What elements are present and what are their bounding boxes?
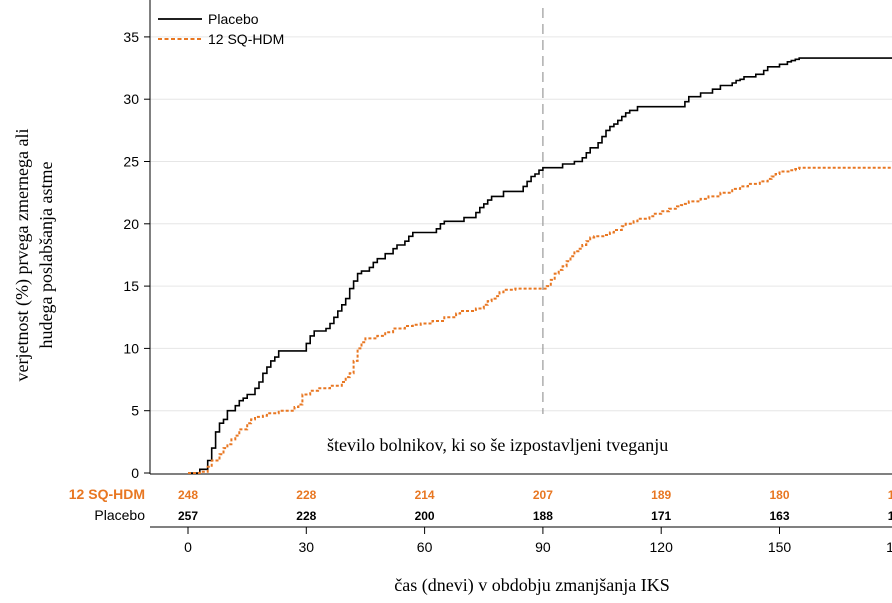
x-tick-label-60: 60 — [417, 539, 433, 555]
risk-value-0-3: 207 — [533, 488, 553, 502]
x-tick-label-180: 180 — [886, 539, 892, 555]
y-tick-label-5: 5 — [131, 403, 139, 419]
risk-row-label-1: Placebo — [94, 507, 145, 523]
risk-value-1-6: 109 — [888, 509, 892, 523]
risk-value-0-1: 228 — [296, 488, 316, 502]
x-tick-label-120: 120 — [650, 539, 674, 555]
risk-value-0-4: 189 — [651, 488, 671, 502]
series-line-sq-hdm — [188, 166, 892, 474]
gridlines — [150, 36, 892, 412]
y-axis: 0 5 10 15 20 25 30 35 — [123, 29, 150, 481]
risk-row-label-0: 12 SQ-HDM — [69, 486, 145, 502]
legend: Placebo 12 SQ-HDM — [158, 11, 284, 47]
y-tick-label-35: 35 — [123, 29, 139, 45]
y-axis-title-line1: verjetnost (%) prvega zmernega ali — [12, 129, 33, 382]
risk-value-1-0: 257 — [178, 509, 198, 523]
x-tick-label-30: 30 — [299, 539, 315, 555]
risk-table: 12 SQ-HDM 248 228 214 207 189 180 121 Placebo 257… — [69, 486, 892, 523]
legend-label-1: 12 SQ-HDM — [208, 31, 284, 47]
y-tick-label-25: 25 — [123, 154, 139, 170]
series-line-placebo — [188, 57, 892, 474]
y-tick-label-30: 30 — [123, 91, 139, 107]
x-tick-label-0: 0 — [184, 539, 192, 555]
plot-frame — [149, 0, 892, 475]
risk-value-1-4: 171 — [651, 509, 671, 523]
risk-value-0-5: 180 — [769, 488, 789, 502]
series-layer — [188, 57, 892, 474]
risk-value-0-0: 248 — [178, 488, 198, 502]
y-axis-title-line2: hudega poslabšanja astme — [36, 162, 56, 349]
risk-value-1-3: 188 — [533, 509, 553, 523]
y-tick-label-15: 15 — [123, 278, 139, 294]
x-axis-title: čas (dnevi) v obdobju zmanjšanja IKS — [394, 575, 669, 596]
y-tick-label-0: 0 — [131, 465, 139, 481]
risk-value-1-5: 163 — [769, 509, 789, 523]
legend-label-0: Placebo — [208, 11, 259, 27]
risk-value-1-1: 228 — [296, 509, 316, 523]
risk-value-1-2: 200 — [415, 509, 435, 523]
risk-table-annotation: število bolnikov, ki so še izpostavljeni… — [327, 435, 668, 455]
x-tick-label-90: 90 — [535, 539, 551, 555]
risk-value-0-6: 121 — [888, 488, 892, 502]
risk-value-0-2: 214 — [415, 488, 435, 502]
x-axis: 0 30 60 90 120 150 180 — [150, 526, 892, 555]
x-tick-label-150: 150 — [768, 539, 792, 555]
y-tick-label-20: 20 — [123, 216, 139, 232]
y-tick-label-10: 10 — [123, 340, 139, 356]
